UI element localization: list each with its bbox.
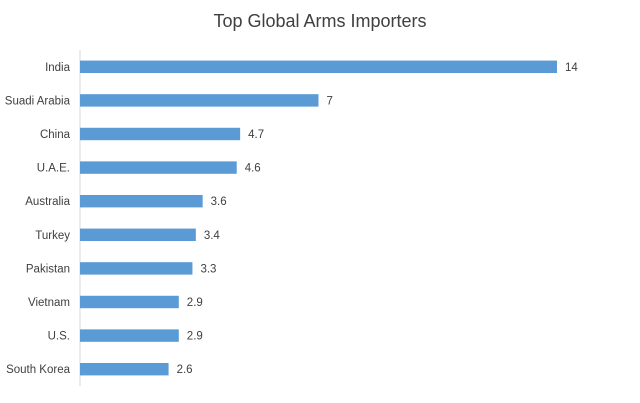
value-label: 2.9 <box>187 331 203 343</box>
category-label: South Korea <box>6 364 71 376</box>
value-label: 4.6 <box>245 163 261 175</box>
bar-australia <box>80 194 203 208</box>
category-label: Suadi Arabia <box>5 95 71 107</box>
bar-u-a-e <box>80 161 237 174</box>
value-label: 3.4 <box>204 230 221 242</box>
category-label: Vietnam <box>28 297 70 309</box>
bar-china <box>80 127 241 141</box>
value-label: 14 <box>565 62 578 74</box>
value-label: 3.3 <box>200 263 216 275</box>
category-label: Australia <box>25 196 70 208</box>
category-label: India <box>45 62 71 74</box>
category-label: Pakistan <box>26 263 70 275</box>
bar-turkey <box>80 228 196 242</box>
bar-suadi-arabia <box>80 94 319 107</box>
bars-group: India 14 Suadi Arabia 7 China 4.7 U.A.E. 4.6 Aus… <box>5 60 578 376</box>
value-label: 3.6 <box>211 196 227 208</box>
bar-india <box>80 60 557 74</box>
category-label: Turkey <box>35 230 70 242</box>
bar-pakistan <box>80 262 193 275</box>
category-label: U.S. <box>48 331 70 343</box>
value-label: 7 <box>327 95 333 107</box>
bar-south-korea <box>80 362 169 376</box>
value-label: 2.6 <box>177 364 193 376</box>
bar-u-s <box>80 329 179 342</box>
category-label: China <box>40 129 71 141</box>
value-label: 2.9 <box>187 297 203 309</box>
value-label: 4.7 <box>248 129 264 141</box>
category-label: U.A.E. <box>37 163 70 175</box>
bar-vietnam <box>80 295 179 309</box>
chart-title: Top Global Arms Importers <box>213 11 426 31</box>
